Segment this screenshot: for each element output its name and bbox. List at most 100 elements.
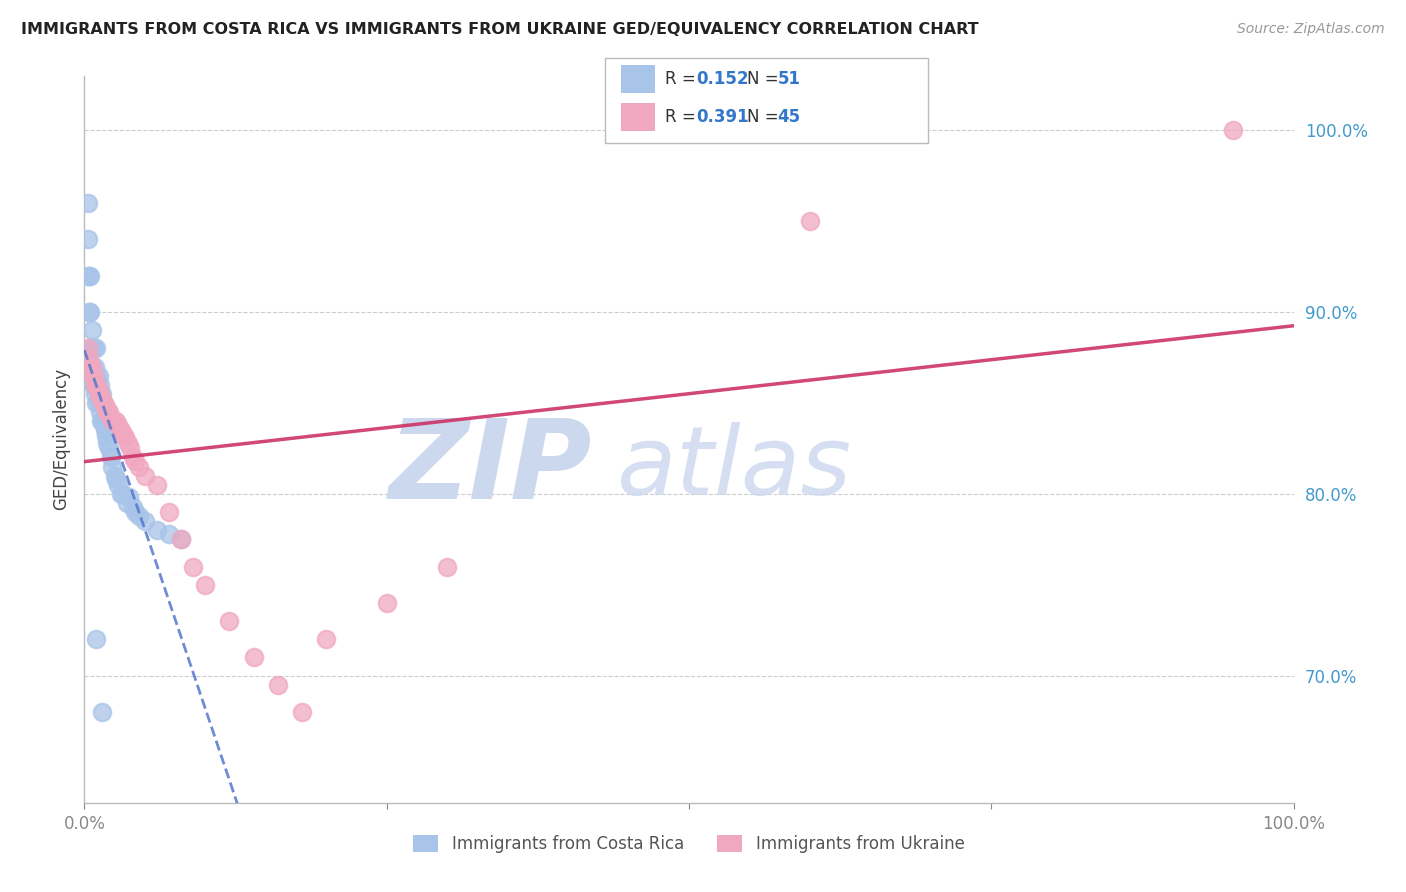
Point — [170, 533, 193, 547]
Point — [1222, 123, 1244, 137]
Point — [87, 396, 110, 410]
Point — [104, 468, 127, 483]
Point — [97, 414, 120, 428]
Point — [94, 423, 117, 437]
Point — [94, 400, 117, 414]
Text: atlas: atlas — [616, 422, 852, 515]
Point — [121, 450, 143, 465]
Point — [91, 392, 114, 407]
Point — [89, 405, 111, 419]
Point — [84, 359, 107, 374]
Point — [83, 377, 105, 392]
Point — [107, 477, 129, 491]
Point — [103, 414, 125, 428]
Point — [375, 596, 398, 610]
Point — [134, 468, 156, 483]
Point — [115, 496, 138, 510]
Point — [90, 392, 112, 407]
Text: 45: 45 — [778, 108, 800, 126]
Point — [134, 514, 156, 528]
Point — [82, 368, 104, 383]
Point — [77, 232, 100, 246]
Point — [79, 342, 101, 356]
Point — [82, 377, 104, 392]
Point — [87, 368, 110, 383]
Point — [86, 396, 108, 410]
Point — [128, 508, 150, 523]
Point — [80, 323, 103, 337]
Text: Source: ZipAtlas.com: Source: ZipAtlas.com — [1237, 22, 1385, 37]
Text: IMMIGRANTS FROM COSTA RICA VS IMMIGRANTS FROM UKRAINE GED/EQUIVALENCY CORRELATIO: IMMIGRANTS FROM COSTA RICA VS IMMIGRANTS… — [21, 22, 979, 37]
Point — [107, 417, 129, 432]
Point — [267, 678, 290, 692]
Point — [77, 196, 100, 211]
Point — [120, 442, 142, 456]
Point — [80, 359, 103, 374]
Point — [77, 351, 100, 365]
Text: 0.152: 0.152 — [696, 70, 748, 88]
Point — [194, 578, 217, 592]
Point — [436, 559, 458, 574]
Point — [77, 268, 100, 283]
Point — [79, 359, 101, 374]
Point — [79, 268, 101, 283]
Point — [218, 614, 240, 628]
Point — [90, 414, 112, 428]
Point — [86, 368, 108, 383]
Point — [84, 377, 107, 392]
Point — [77, 342, 100, 356]
Point — [146, 523, 169, 537]
Point — [89, 377, 111, 392]
Point — [110, 487, 132, 501]
Point — [91, 387, 114, 401]
Text: 51: 51 — [778, 70, 800, 88]
Point — [157, 526, 180, 541]
Y-axis label: GED/Equivalency: GED/Equivalency — [52, 368, 70, 510]
Point — [77, 268, 100, 283]
Text: N =: N = — [747, 70, 783, 88]
Point — [80, 359, 103, 374]
Point — [242, 650, 264, 665]
Point — [86, 381, 108, 395]
Point — [86, 342, 108, 356]
Point — [799, 214, 821, 228]
Point — [112, 487, 135, 501]
Legend: Immigrants from Costa Rica, Immigrants from Ukraine: Immigrants from Costa Rica, Immigrants f… — [406, 829, 972, 860]
Text: R =: R = — [665, 108, 702, 126]
Point — [86, 632, 108, 647]
Point — [146, 477, 169, 491]
Point — [128, 459, 150, 474]
Point — [117, 436, 139, 450]
Point — [94, 428, 117, 442]
Text: 0.391: 0.391 — [696, 108, 748, 126]
Point — [157, 505, 180, 519]
Point — [315, 632, 337, 647]
Point — [97, 405, 120, 419]
Point — [100, 450, 122, 465]
Point — [118, 491, 141, 505]
Point — [96, 405, 118, 419]
Point — [104, 472, 127, 486]
Point — [170, 533, 193, 547]
Point — [83, 342, 105, 356]
Point — [124, 454, 146, 468]
Point — [91, 705, 114, 719]
Point — [291, 705, 314, 719]
Point — [181, 559, 204, 574]
Point — [97, 442, 120, 456]
Point — [83, 368, 105, 383]
Point — [87, 387, 110, 401]
Point — [104, 414, 127, 428]
Point — [124, 505, 146, 519]
Point — [96, 436, 118, 450]
Point — [84, 387, 107, 401]
Text: R =: R = — [665, 70, 702, 88]
Point — [86, 377, 108, 392]
Point — [91, 414, 114, 428]
Point — [110, 423, 132, 437]
Text: N =: N = — [747, 108, 783, 126]
Point — [89, 387, 111, 401]
Point — [112, 426, 135, 441]
Point — [94, 400, 117, 414]
Point — [100, 410, 122, 425]
